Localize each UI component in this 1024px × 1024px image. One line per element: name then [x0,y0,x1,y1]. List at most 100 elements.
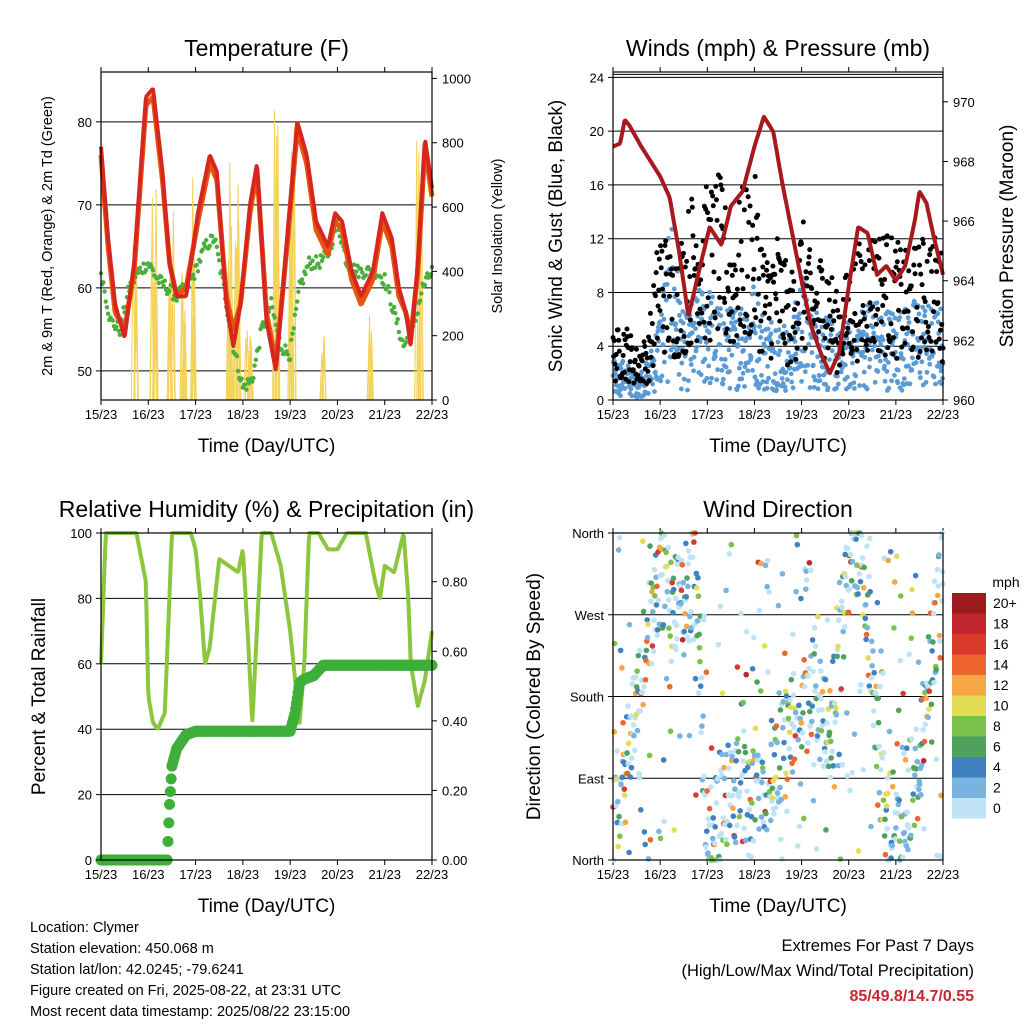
wind-point [756,356,762,362]
direction-point [611,728,618,735]
gust-point [653,270,659,276]
gust-point [924,258,930,264]
direction-point [712,840,718,847]
wind-point [726,347,732,353]
x-tick-label: 15/23 [85,867,118,882]
gust-point [684,258,690,264]
direction-point [928,701,935,708]
direction-point [867,588,873,595]
wind-point [764,385,770,391]
gust-point [773,296,779,302]
direction-point [743,629,750,635]
direction-point [910,797,916,803]
wind-point [895,367,901,373]
x-tick-label: 19/23 [785,407,818,422]
direction-point [663,675,670,682]
wind-point [706,363,712,369]
gust-point [767,301,773,307]
direction-point [935,583,941,589]
direction-point [620,719,626,726]
wind-point [859,333,865,338]
direction-point [629,681,636,687]
direction-point [723,587,729,594]
direction-point [883,807,890,813]
direction-point [735,748,742,755]
direction-point [797,781,804,787]
x-tick-label: 18/23 [738,407,771,422]
direction-point [753,772,760,778]
direction-point [915,659,922,665]
gust-point [779,308,785,314]
wind-point [880,337,886,343]
direction-point [715,641,722,648]
gust-point [873,312,879,318]
insolation-line [244,330,250,401]
gust-point [780,332,786,338]
direction-point [858,532,865,539]
dewpoint-point [300,281,306,286]
wind-point [862,354,868,360]
dewpoint-point [244,387,249,392]
direction-point [937,655,943,661]
direction-point [800,815,807,822]
gust-point [643,350,649,356]
gust-point [790,324,796,330]
dewpoint-point [198,259,203,264]
direction-point [791,756,798,762]
dewpoint-point [299,277,305,282]
gust-point [663,238,669,244]
y2-tick-label: 964 [953,274,975,289]
direction-point [740,758,746,764]
dewpoint-point [143,267,149,273]
wind-point [729,352,735,358]
x-tick-label: 16/23 [132,407,165,422]
direction-point [798,744,805,750]
direction-point [811,761,817,768]
x-tick-label: 20/23 [832,407,865,422]
direction-point [682,610,688,617]
direction-point [925,714,931,721]
gust-point [702,335,708,341]
direction-point [835,643,841,650]
direction-point [822,749,828,755]
wind-point [693,326,698,332]
wind-point [864,386,870,392]
dewpoint-point [293,306,299,312]
direction-point [758,560,764,567]
dewpoint-point [358,266,364,272]
panel-temperature-f-: Temperature (F) 15/23 16/23 17/23 18/23 19/23… [40,35,506,457]
wind-point [834,385,839,391]
direction-point [782,793,789,800]
gust-point [772,291,778,297]
y-tick-label: 80 [78,591,92,606]
precip-point [162,835,174,847]
direction-point [729,792,736,799]
gust-point [613,351,619,357]
x-tick-label: 17/23 [691,407,724,422]
direction-point [792,705,798,712]
x-tick-label: 15/23 [597,867,630,882]
direction-point [754,679,760,685]
wind-point [819,324,825,330]
direction-point [908,736,915,742]
y-tick-label: 0 [85,853,92,868]
direction-point [685,548,692,554]
wind-point [906,320,912,325]
wind-point [727,369,732,375]
direction-point [737,780,744,786]
wind-point [764,379,770,385]
direction-point [688,609,694,615]
x-tick-label: 20/23 [832,867,865,882]
gust-point [833,336,839,342]
gust-point [756,276,762,282]
direction-point [819,707,825,713]
wind-point [676,372,682,377]
gust-point [736,199,742,205]
direction-point [778,836,784,843]
wind-point [698,372,704,378]
direction-point [780,724,786,731]
direction-point [615,798,621,805]
y-tick-label: 8 [597,285,604,300]
chart-title: Winds (mph) & Pressure (mb) [626,35,930,61]
direction-point [645,621,651,628]
